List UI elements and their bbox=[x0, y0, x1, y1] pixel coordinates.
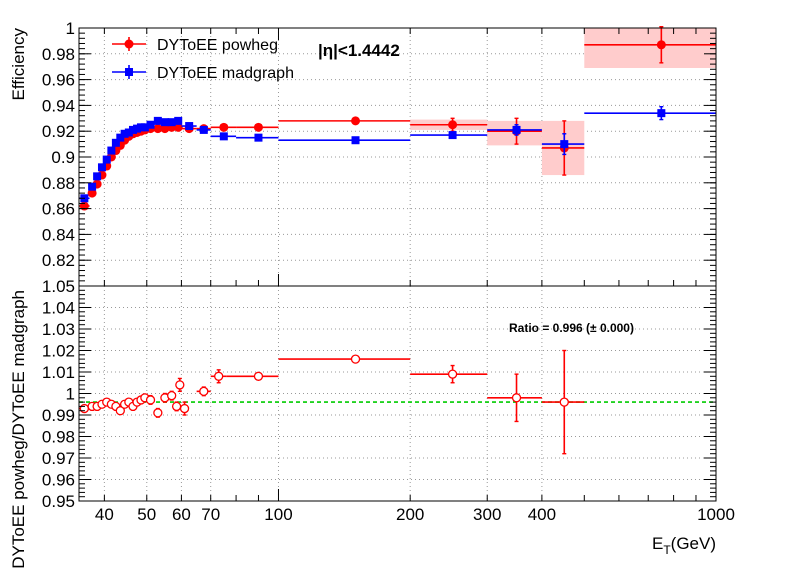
top-powheg-point bbox=[656, 40, 666, 50]
bottom-ratio-point bbox=[115, 406, 125, 416]
bottom-ratio-point bbox=[214, 371, 224, 381]
top-madgraph-point bbox=[97, 163, 106, 172]
top-madgraph-point bbox=[88, 182, 97, 191]
top-madgraph-point bbox=[351, 136, 360, 145]
bottom-ratio-point bbox=[171, 401, 182, 412]
x-tick-label: 300 bbox=[473, 505, 501, 524]
legend-marker-circle bbox=[124, 39, 134, 49]
top-madgraph-point bbox=[560, 140, 569, 149]
top-title: |η|<1.4442 bbox=[318, 41, 400, 60]
top-y-tick-label: 0.9 bbox=[51, 148, 75, 167]
bottom-ratio-point bbox=[350, 354, 361, 364]
top-madgraph-point bbox=[167, 118, 176, 127]
top-powheg-point bbox=[87, 188, 97, 198]
x-tick-label: 70 bbox=[201, 505, 220, 524]
bottom-y-tick-label: 1.04 bbox=[42, 299, 75, 318]
x-axis-label-subscript: T bbox=[663, 543, 671, 557]
uncertainty-band bbox=[584, 28, 716, 68]
top-madgraph-point bbox=[512, 125, 521, 134]
bottom-ratio-point bbox=[153, 408, 163, 418]
top-madgraph-point bbox=[254, 133, 263, 142]
top-madgraph-point bbox=[146, 120, 155, 129]
bottom-y-axis-label: DYToEE powheg/DYToEE madgraph bbox=[9, 290, 28, 569]
legend-label: DYToEE madgraph bbox=[157, 65, 294, 82]
bottom-y-tick-label: 1 bbox=[66, 385, 75, 404]
bottom-y-tick-label: 0.96 bbox=[42, 471, 75, 490]
top-powheg-point bbox=[79, 201, 89, 211]
bottom-ratio-point bbox=[253, 371, 264, 381]
bottom-ratio-point bbox=[175, 380, 185, 390]
top-madgraph-point bbox=[128, 125, 137, 134]
top-powheg-point bbox=[219, 122, 229, 132]
bottom-ratio-point bbox=[511, 393, 522, 403]
top-powheg-point bbox=[153, 124, 163, 134]
top-powheg-point bbox=[448, 120, 458, 130]
top-y-tick-label: 0.94 bbox=[42, 96, 75, 115]
bottom-ratio-point bbox=[145, 395, 156, 405]
top-madgraph-point bbox=[185, 122, 194, 131]
bottom-y-tick-label: 0.98 bbox=[42, 428, 75, 447]
x-tick-label: 100 bbox=[264, 505, 292, 524]
top-madgraph-point bbox=[107, 146, 116, 155]
top-powheg-point bbox=[173, 122, 183, 132]
bottom-y-tick-label: 0.99 bbox=[42, 406, 75, 425]
top-madgraph-point bbox=[199, 125, 208, 134]
legend-label: DYToEE powheg bbox=[157, 37, 278, 54]
x-tick-label: 200 bbox=[396, 505, 424, 524]
top-powheg-point bbox=[351, 116, 361, 126]
top-powheg-point bbox=[160, 124, 170, 134]
bottom-ratio-point bbox=[179, 403, 190, 414]
top-madgraph-point bbox=[120, 129, 129, 138]
top-y-tick-label: 0.84 bbox=[42, 225, 75, 244]
top-madgraph-point bbox=[153, 116, 162, 125]
x-tick-label: 40 bbox=[95, 505, 114, 524]
bottom-y-tick-label: 1.05 bbox=[42, 277, 75, 296]
top-madgraph-point bbox=[111, 138, 120, 147]
top-y-tick-label: 0.86 bbox=[42, 200, 75, 219]
top-madgraph-point bbox=[219, 132, 228, 141]
bottom-ratio-point bbox=[167, 390, 177, 401]
x-tick-label: 50 bbox=[137, 505, 156, 524]
top-madgraph-point bbox=[174, 116, 183, 125]
bottom-ratio-point bbox=[447, 369, 458, 379]
x-tick-label: 60 bbox=[172, 505, 191, 524]
x-axis-label: ET(GeV) bbox=[652, 534, 716, 557]
top-madgraph-point bbox=[657, 109, 666, 118]
axis-ticks: 1 0.98 0.96 0.94 0.92 0.9 0.88 0.86 0.84 0.82 1.05… bbox=[42, 19, 735, 524]
top-madgraph-point bbox=[116, 133, 125, 142]
top-y-tick-label: 0.82 bbox=[42, 251, 75, 270]
x-axis-label-unit: (GeV) bbox=[671, 534, 716, 553]
bottom-ratio-point bbox=[559, 397, 569, 407]
bottom-y-tick-label: 1.01 bbox=[42, 363, 75, 382]
bottom-panel-data-marks bbox=[79, 349, 585, 455]
bottom-ratio-point bbox=[79, 403, 90, 414]
top-madgraph-point bbox=[124, 128, 133, 137]
top-y-tick-label: 0.92 bbox=[42, 122, 75, 141]
bottom-y-tick-label: 1.02 bbox=[42, 342, 75, 361]
bottom-y-tick-label: 0.97 bbox=[42, 449, 75, 468]
legend: DYToEE powheg DYToEE madgraph bbox=[112, 37, 294, 82]
top-y-tick-label: 1 bbox=[66, 19, 75, 38]
legend-marker-square bbox=[125, 68, 133, 76]
top-powheg-point bbox=[253, 122, 263, 132]
bottom-annotation: Ratio = 0.996 (± 0.000) bbox=[509, 321, 634, 335]
bottom-y-tick-label: 1.03 bbox=[42, 320, 75, 339]
top-y-tick-label: 0.96 bbox=[42, 71, 75, 90]
top-madgraph-point bbox=[140, 123, 149, 132]
top-y-tick-label: 0.88 bbox=[42, 174, 75, 193]
top-y-axis-label: Efficiency bbox=[9, 28, 28, 101]
top-y-tick-label: 0.98 bbox=[42, 45, 75, 64]
x-axis-label-e: E bbox=[652, 534, 663, 553]
top-madgraph-point bbox=[102, 155, 111, 164]
x-tick-label: 1000 bbox=[697, 505, 735, 524]
top-madgraph-point bbox=[448, 131, 457, 140]
top-madgraph-point bbox=[160, 118, 169, 127]
top-panel-data-marks bbox=[79, 26, 716, 211]
bottom-y-tick-label: 0.95 bbox=[42, 492, 75, 511]
x-tick-label: 400 bbox=[528, 505, 556, 524]
top-madgraph-point bbox=[93, 172, 102, 181]
bottom-ratio-point bbox=[199, 386, 209, 397]
